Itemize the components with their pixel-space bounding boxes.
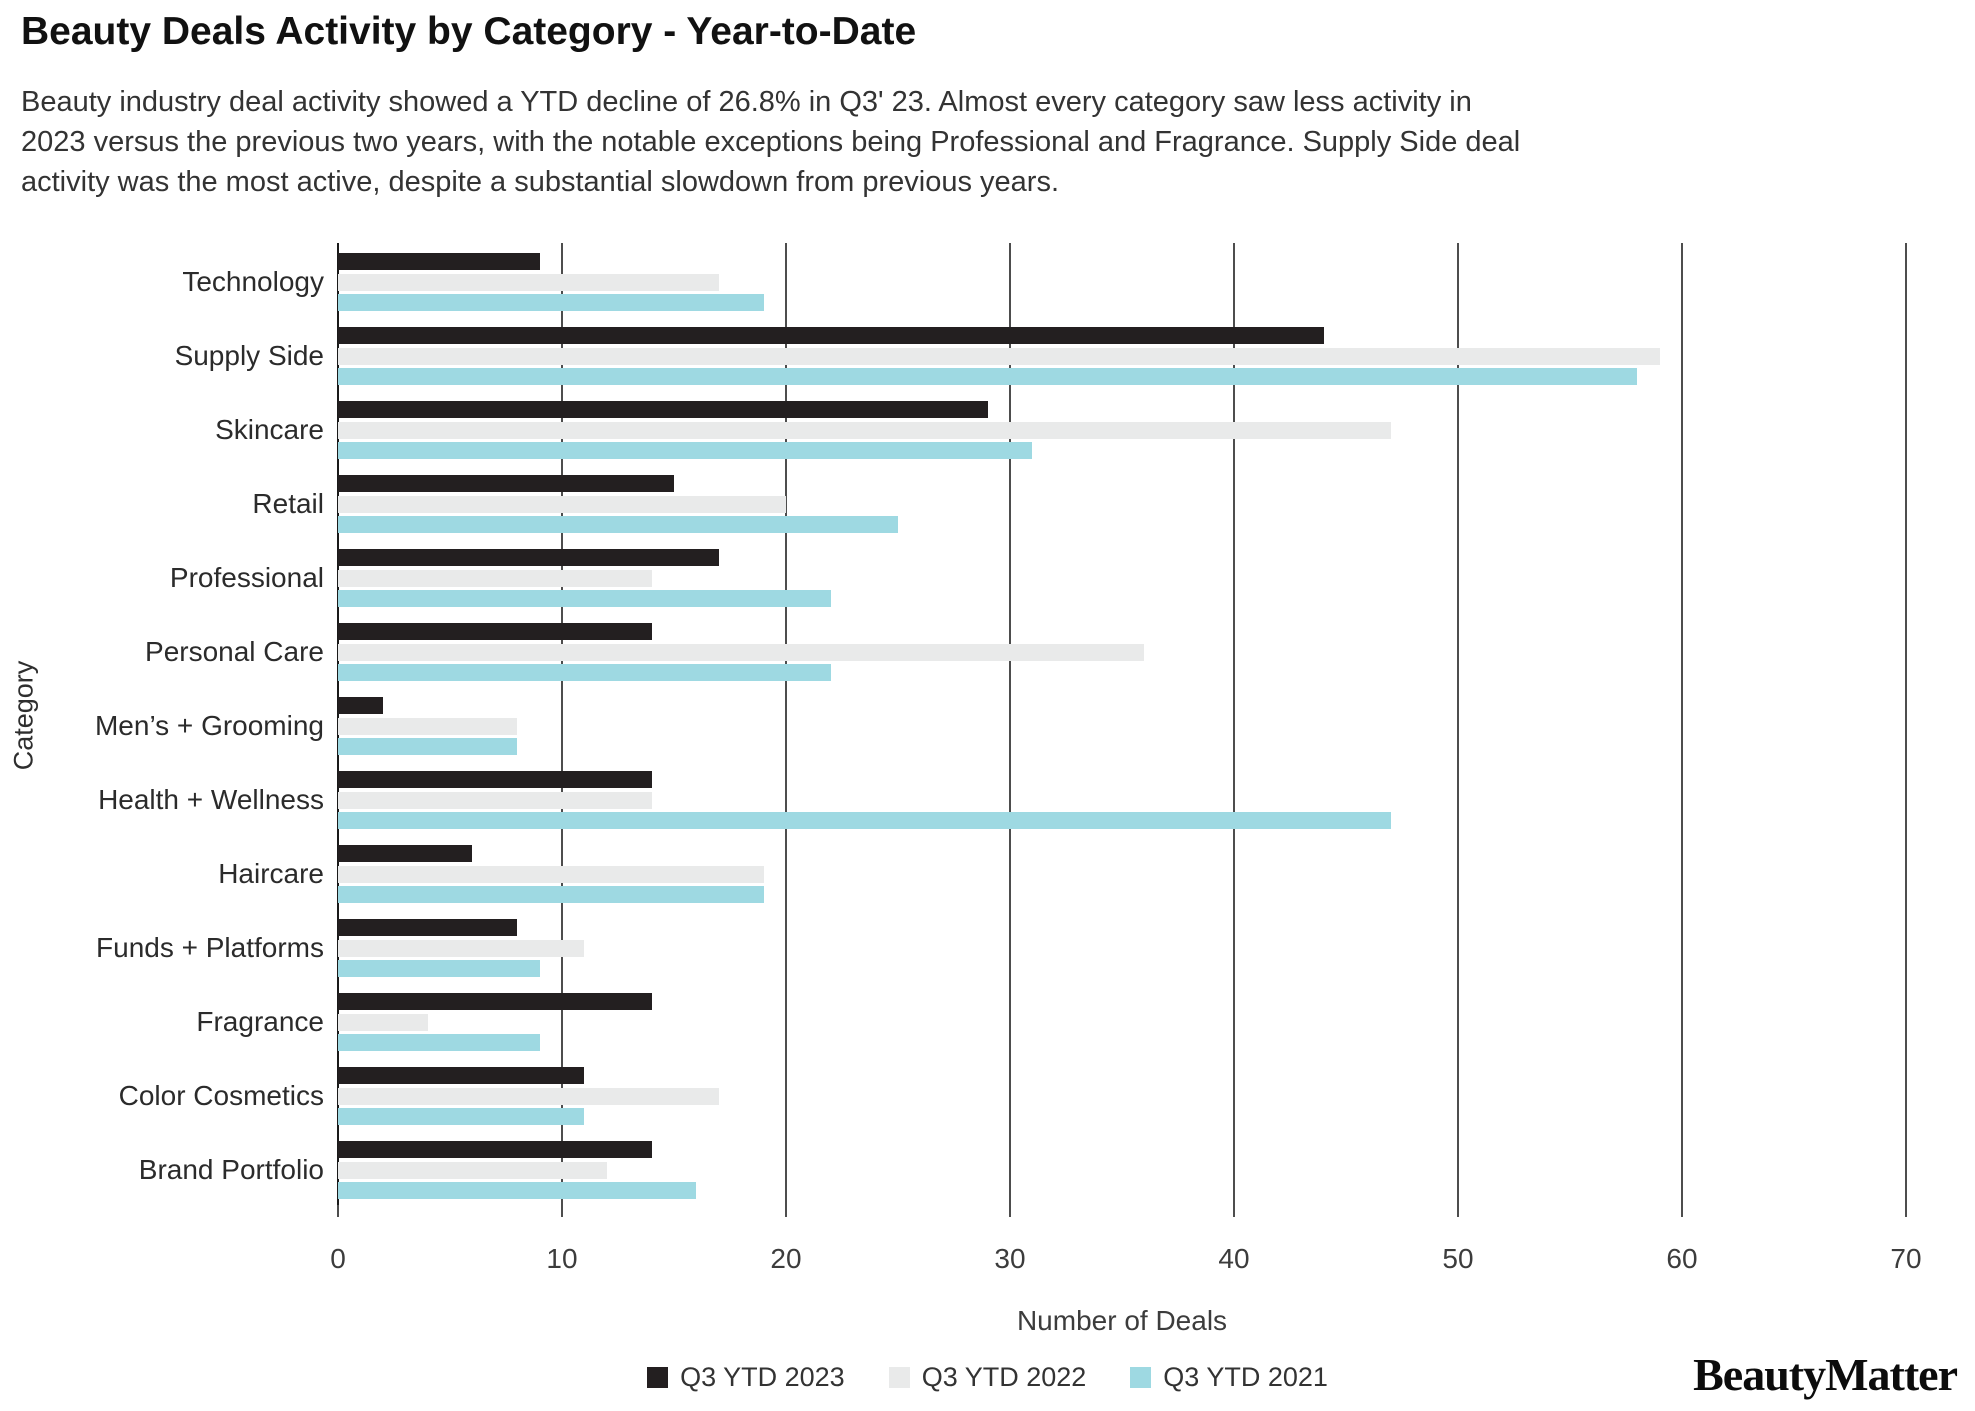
x-tick-label: 20 xyxy=(770,1243,802,1274)
page-title: Beauty Deals Activity by Category - Year… xyxy=(21,10,917,53)
bar xyxy=(338,549,719,566)
x-tick-label: 10 xyxy=(546,1243,578,1274)
legend-swatch xyxy=(647,1367,669,1388)
category-label: Fragrance xyxy=(196,1006,324,1037)
x-axis-tick xyxy=(561,1205,563,1217)
legend-label: Q3 YTD 2021 xyxy=(1163,1362,1328,1392)
bar xyxy=(338,1034,540,1051)
category-label: Personal Care xyxy=(145,636,324,667)
gridline xyxy=(1905,243,1907,1205)
x-tick-label: 60 xyxy=(1666,1243,1698,1274)
x-axis-tick xyxy=(1009,1205,1011,1217)
legend-item: Q3 YTD 2022 xyxy=(888,1362,1087,1393)
bar xyxy=(338,253,540,270)
x-axis-tick xyxy=(785,1205,787,1217)
bar xyxy=(338,886,764,903)
bar xyxy=(338,664,831,681)
legend: Q3 YTD 2023 Q3 YTD 2022 Q3 YTD 2021 xyxy=(0,1362,1975,1393)
bar xyxy=(338,697,383,714)
bar xyxy=(338,771,652,788)
x-axis-tick xyxy=(1905,1205,1907,1217)
bar xyxy=(338,590,831,607)
bar xyxy=(338,1088,719,1105)
x-tick-label: 70 xyxy=(1890,1243,1922,1274)
x-axis-tick xyxy=(1457,1205,1459,1217)
bar xyxy=(338,327,1324,344)
category-label: Retail xyxy=(252,488,324,519)
gridline xyxy=(1233,243,1235,1205)
category-label: Brand Portfolio xyxy=(138,1154,324,1185)
category-label: Professional xyxy=(169,562,324,593)
category-label: Haircare xyxy=(218,858,324,889)
gridline xyxy=(1681,243,1683,1205)
x-axis-tick xyxy=(1681,1205,1683,1217)
bar xyxy=(338,368,1638,385)
x-axis-tick xyxy=(337,1205,339,1217)
category-label: Men’s + Grooming xyxy=(94,710,324,741)
category-label: Technology xyxy=(182,266,324,297)
legend-item: Q3 YTD 2023 xyxy=(647,1362,845,1393)
bar xyxy=(338,919,518,936)
bar xyxy=(338,1014,428,1031)
bar xyxy=(338,792,652,809)
bar xyxy=(338,1162,607,1179)
bar xyxy=(338,623,652,640)
bar xyxy=(338,960,540,977)
x-tick-label: 40 xyxy=(1218,1243,1250,1274)
x-tick-label: 30 xyxy=(994,1243,1026,1274)
gridline xyxy=(785,243,787,1205)
bar xyxy=(338,1108,585,1125)
gridline xyxy=(1457,243,1459,1205)
bar xyxy=(338,993,652,1010)
legend-label: Q3 YTD 2022 xyxy=(921,1362,1087,1392)
bar xyxy=(338,348,1660,365)
bar xyxy=(338,812,1391,829)
bar xyxy=(338,401,988,418)
x-tick-label: 50 xyxy=(1442,1243,1474,1274)
bar xyxy=(338,294,764,311)
bar xyxy=(338,422,1391,439)
category-label: Skincare xyxy=(215,414,324,445)
legend-item: Q3 YTD 2021 xyxy=(1130,1362,1328,1393)
legend-swatch xyxy=(1130,1367,1152,1388)
bar xyxy=(338,1182,697,1199)
category-label: Health + Wellness xyxy=(98,784,324,815)
gridline xyxy=(561,243,563,1205)
bar xyxy=(338,496,786,513)
bar xyxy=(338,570,652,587)
category-label: Supply Side xyxy=(174,340,324,371)
bar xyxy=(338,1141,652,1158)
gridline xyxy=(1009,243,1011,1205)
bar xyxy=(338,845,473,862)
category-label: Color Cosmetics xyxy=(118,1080,324,1111)
brand-logo: BeautyMatter xyxy=(1693,1349,1958,1400)
bar xyxy=(338,475,674,492)
x-axis-tick xyxy=(1233,1205,1235,1217)
category-label: Funds + Platforms xyxy=(96,932,324,963)
bar xyxy=(338,274,719,291)
bar xyxy=(338,442,1033,459)
bar xyxy=(338,644,1145,661)
x-axis-title: Number of Deals xyxy=(1016,1305,1228,1336)
legend-label: Q3 YTD 2023 xyxy=(680,1362,845,1392)
bar xyxy=(338,516,898,533)
bar xyxy=(338,940,585,957)
bar xyxy=(338,1067,585,1084)
legend-swatch xyxy=(888,1367,910,1388)
bar xyxy=(338,866,764,883)
chart-subtitle: Beauty industry deal activity showed a Y… xyxy=(21,86,1521,198)
x-tick-label: 0 xyxy=(330,1243,346,1274)
bar xyxy=(338,738,518,755)
bar xyxy=(338,718,518,735)
